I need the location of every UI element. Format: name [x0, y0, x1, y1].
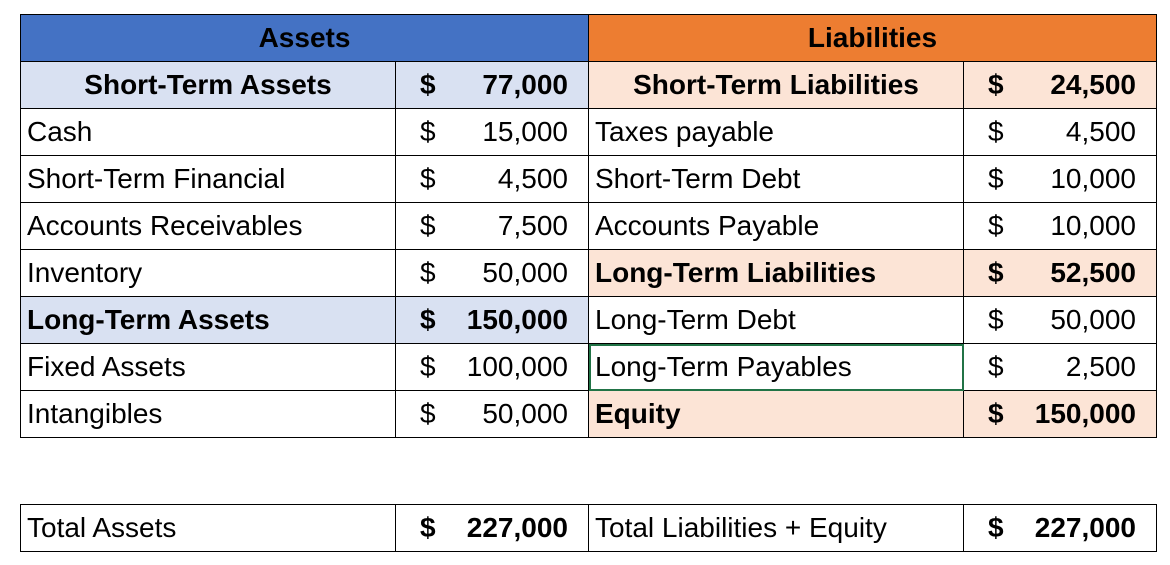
table-row: Inventory $50,000 Long-Term Liabilities $52… [20, 249, 1157, 297]
asset-label-cell[interactable]: Inventory [20, 249, 396, 297]
asset-label-cell[interactable]: Long-Term Assets [20, 296, 396, 344]
balance-sheet-table: Assets Liabilities Short-Term Assets $77,… [20, 14, 1157, 438]
asset-value-cell[interactable]: $15,000 [395, 108, 589, 156]
liability-label-cell[interactable]: Long-Term Liabilities [588, 249, 964, 297]
total-liabilities-equity-label[interactable]: Total Liabilities + Equity [588, 504, 964, 552]
liability-label-cell[interactable]: Accounts Payable [588, 202, 964, 250]
liability-value-cell[interactable]: $4,500 [963, 108, 1157, 156]
liability-value-cell[interactable]: $150,000 [963, 390, 1157, 438]
asset-value-cell[interactable]: $50,000 [395, 249, 589, 297]
asset-label-cell[interactable]: Short-Term Assets [20, 61, 396, 109]
table-row: Intangibles $50,000 Equity $150,000 [20, 390, 1157, 438]
liability-label-cell[interactable]: Taxes payable [588, 108, 964, 156]
totals-row: Total Assets $227,000 Total Liabilities … [20, 504, 1157, 552]
liabilities-header[interactable]: Liabilities [588, 14, 1157, 62]
liability-value-cell[interactable]: $2,500 [963, 343, 1157, 391]
table-row: Cash $15,000 Taxes payable $4,500 [20, 108, 1157, 156]
asset-label-cell[interactable]: Fixed Assets [20, 343, 396, 391]
liability-value-cell[interactable]: $10,000 [963, 155, 1157, 203]
total-liabilities-equity-value[interactable]: $227,000 [963, 504, 1157, 552]
liability-label-cell[interactable]: Equity [588, 390, 964, 438]
asset-label-cell[interactable]: Accounts Receivables [20, 202, 396, 250]
liability-value-cell[interactable]: $52,500 [963, 249, 1157, 297]
table-row: Short-Term Assets $77,000 Short-Term Liabi… [20, 61, 1157, 109]
asset-label-cell[interactable]: Short-Term Financial [20, 155, 396, 203]
liability-label-cell[interactable]: Long-Term Payables [588, 343, 964, 391]
totals-table: Total Assets $227,000 Total Liabilities … [20, 504, 1157, 552]
liability-label-cell[interactable]: Long-Term Debt [588, 296, 964, 344]
total-assets-label[interactable]: Total Assets [20, 504, 396, 552]
header-row: Assets Liabilities [20, 14, 1157, 62]
asset-label-cell[interactable]: Intangibles [20, 390, 396, 438]
total-assets-value[interactable]: $227,000 [395, 504, 589, 552]
table-row: Accounts Receivables $7,500 Accounts Payab… [20, 202, 1157, 250]
asset-value-cell[interactable]: $50,000 [395, 390, 589, 438]
liability-value-cell[interactable]: $24,500 [963, 61, 1157, 109]
liability-label-cell[interactable]: Short-Term Debt [588, 155, 964, 203]
table-row: Fixed Assets $100,000 Long-Term Payables $2… [20, 343, 1157, 391]
asset-value-cell[interactable]: $150,000 [395, 296, 589, 344]
table-row: Short-Term Financial $4,500 Short-Term Deb… [20, 155, 1157, 203]
liability-value-cell[interactable]: $10,000 [963, 202, 1157, 250]
asset-value-cell[interactable]: $4,500 [395, 155, 589, 203]
liability-label-cell[interactable]: Short-Term Liabilities [588, 61, 964, 109]
asset-value-cell[interactable]: $100,000 [395, 343, 589, 391]
asset-value-cell[interactable]: $7,500 [395, 202, 589, 250]
asset-label-cell[interactable]: Cash [20, 108, 396, 156]
assets-header[interactable]: Assets [20, 14, 589, 62]
table-row: Long-Term Assets $150,000 Long-Term Debt $5… [20, 296, 1157, 344]
liability-value-cell[interactable]: $50,000 [963, 296, 1157, 344]
asset-value-cell[interactable]: $77,000 [395, 61, 589, 109]
